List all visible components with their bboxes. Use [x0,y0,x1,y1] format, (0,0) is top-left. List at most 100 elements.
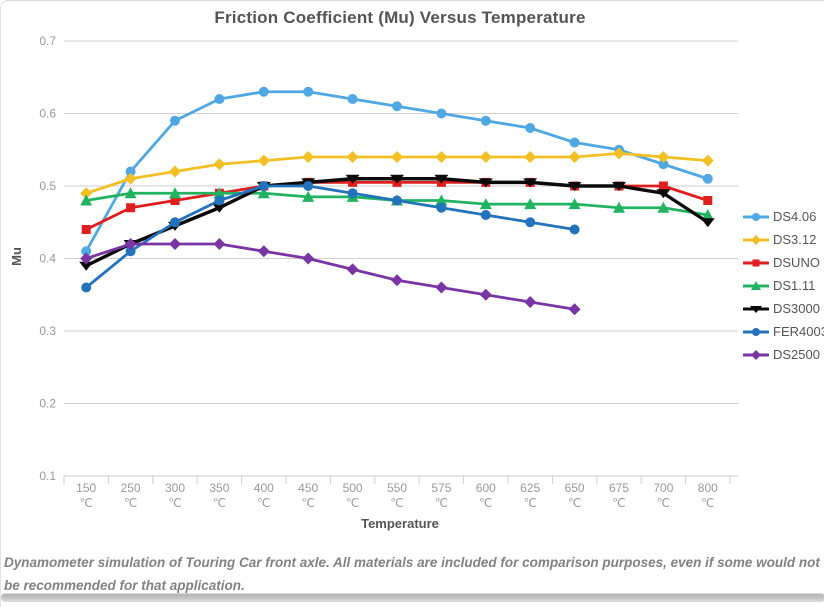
data-point-FER4003 [81,282,92,293]
x-tick-label: 150 ℃ [76,481,96,510]
data-point-DS1.11 [169,187,181,199]
data-point-FER4003 [303,181,314,191]
legend-item-DS1.11[interactable]: DS1.11 [743,274,824,297]
legend-item-DSUNO[interactable]: DSUNO [743,251,824,274]
legend-shape [752,327,760,336]
data-point-DS2500 [479,288,492,301]
y-tick-label: 0.4 [39,252,56,266]
data-point-DS4.06 [392,101,402,112]
data-point-DS1.11 [257,187,270,199]
data-point-DS3.12 [213,158,226,171]
data-point-DS2500 [302,252,315,265]
y-tick-label: 0.2 [39,397,56,411]
legend-item-DS3000[interactable]: DS3000 [743,297,824,320]
x-axis-title: Temperature [361,516,439,531]
data-point-DS3.12 [613,147,625,160]
data-point-FER4003 [214,195,225,206]
chart-caption: Dynamometer simulation of Touring Car fr… [4,555,820,593]
legend-label: DS1.11 [773,278,816,293]
data-point-DS1.11 [124,187,137,199]
data-point-FER4003 [480,210,491,220]
data-point-DS3.12 [435,151,448,163]
legend-label: DSUNO [773,255,820,270]
data-point-DS3.12 [124,172,137,185]
x-tick-label: 600 ℃ [476,481,496,510]
x-tick-label: 550 ℃ [387,481,407,510]
legend-marker-icon [743,234,769,245]
data-point-DS3000 [79,261,94,271]
y-axis-title: Mu [8,247,24,266]
data-point-DS4.06 [170,115,180,126]
legend-item-DS2500[interactable]: DS2500 [743,343,824,366]
y-tick-label: 0.1 [39,469,56,483]
data-point-FER4003 [436,202,447,213]
horizontal-scrollbar[interactable] [1,593,824,602]
x-tick-label: 575 ℃ [431,481,451,510]
data-point-DS2500 [257,245,270,258]
data-point-DS1.11 [479,198,492,210]
data-point-DS3.12 [80,187,93,200]
legend-shape [750,305,762,313]
chart-plot-area: 0.7 0.6 0.5 0.4 0.3 0.2 0.1 150 ℃ 250 ℃ 300 ℃ 350 ℃ 400… [39,34,738,510]
y-tick-label: 0.6 [39,107,56,121]
data-point-DS3.12 [302,151,315,163]
data-point-DS3.12 [701,154,714,167]
data-point-DS4.06 [214,94,225,104]
data-point-DS3000 [478,178,493,188]
data-point-DS1.11 [568,198,581,210]
data-point-DSUNO [703,196,713,205]
data-point-FER4003 [170,217,180,228]
x-tick-label: 400 ℃ [254,481,274,510]
data-point-DS3.12 [657,151,670,163]
data-point-DS2500 [435,281,448,294]
legend-shape [752,212,760,221]
y-tick-label: 0.7 [39,34,56,48]
x-tick-label: 300 ℃ [165,481,185,510]
legend-item-FER4003[interactable]: FER4003 [743,320,824,343]
legend-item-DS3.12[interactable]: DS3.12 [743,228,824,251]
data-point-DS2500 [124,238,137,250]
legend-marker-icon [743,280,769,290]
data-point-FER4003 [347,188,358,199]
x-tick-label: 800 ℃ [698,481,718,510]
legend-label: DS3.12 [773,232,817,247]
legend-marker-icon [743,349,769,360]
x-tick-label: 675 ℃ [609,481,629,510]
data-point-DS4.06 [347,94,358,104]
data-point-DS3.12 [391,151,403,163]
data-point-DS1.11 [613,201,625,213]
data-point-DSUNO [170,196,180,205]
data-point-DS3000 [390,174,404,184]
x-tick-label: 350 ℃ [209,481,229,510]
data-point-DSUNO [81,225,91,234]
x-tick-label: 500 ℃ [343,481,363,510]
legend-marker-icon [743,212,769,221]
data-point-DS2500 [391,274,403,287]
data-point-DS3000 [656,189,671,199]
data-point-DS4.06 [525,123,536,133]
data-point-FER4003 [392,195,402,206]
data-point-DS4.06 [258,86,269,97]
data-point-DS3.12 [568,151,581,163]
x-tick-label: 650 ℃ [565,481,585,510]
data-point-DS3.12 [346,151,359,163]
legend-item-DS4.06[interactable]: DS4.06 [743,205,824,228]
data-point-DS4.06 [658,159,669,170]
y-tick-label: 0.3 [39,324,56,338]
chart-legend: DS4.06 DS3.12 DSUNO DS1.11 DS3000 FER4003 DS25… [743,205,824,366]
data-point-DS3000 [700,218,715,228]
y-tick-label: 0.5 [39,179,56,193]
data-point-DS2500 [346,263,359,276]
data-point-DS4.06 [125,166,136,177]
data-point-DS1.11 [213,187,226,199]
chart-title: Friction Coefficient (Mu) Versus Tempera… [214,8,586,27]
data-point-DS3000 [345,174,360,184]
data-point-DS4.06 [303,86,314,97]
data-point-DS3000 [523,178,538,188]
data-point-DS1.11 [435,194,448,206]
data-point-DS2500 [80,252,93,265]
legend-shape [751,349,761,360]
legend-shape [751,234,761,245]
